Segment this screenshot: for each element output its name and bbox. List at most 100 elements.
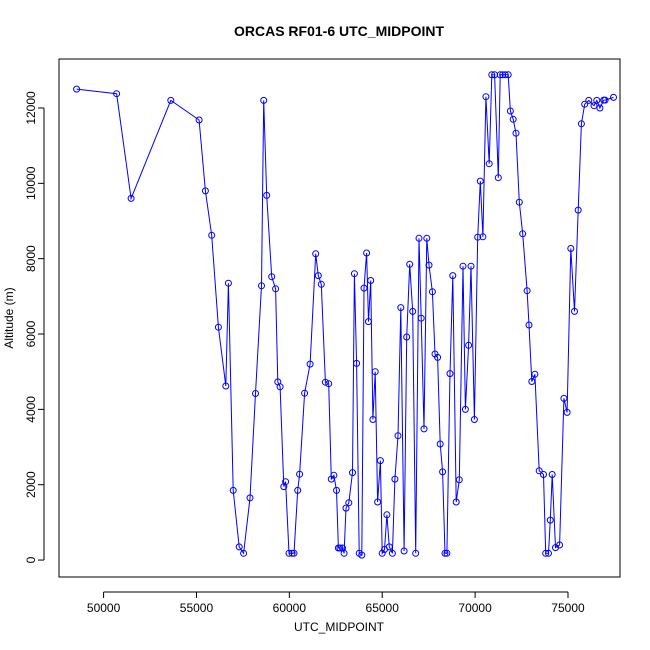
data-point: [235, 543, 243, 551]
data-point: [321, 378, 329, 386]
data-point: [371, 368, 379, 376]
data-point: [285, 549, 293, 557]
x-tick-label: 75000: [551, 601, 585, 615]
data-point: [296, 470, 304, 478]
data-point: [470, 416, 478, 423]
data-point: [479, 233, 487, 241]
data-point: [306, 360, 314, 368]
data-point: [560, 394, 568, 402]
data-point: [376, 457, 384, 465]
data-point: [476, 177, 484, 185]
data-point: [556, 541, 564, 549]
data-point: [506, 107, 514, 115]
data-point: [276, 383, 284, 391]
data-point: [385, 543, 393, 551]
data-point: [282, 478, 290, 486]
data-point: [596, 104, 604, 112]
y-tick-label: 2000: [24, 471, 38, 498]
data-point: [317, 280, 325, 288]
data-point: [501, 71, 509, 79]
data-point: [240, 549, 248, 557]
series-layer: [76, 74, 614, 557]
data-point: [400, 547, 408, 555]
y-axis-label: Altitude (m): [2, 287, 16, 348]
data-point: [314, 272, 322, 280]
data-point: [397, 304, 405, 312]
data-point: [378, 549, 386, 557]
data-point: [423, 234, 431, 242]
data-point: [325, 380, 333, 388]
data-point: [252, 390, 259, 397]
data-point: [224, 279, 232, 287]
data-point: [374, 498, 382, 506]
data-point: [127, 194, 135, 202]
data-point: [312, 250, 320, 258]
data-point: [367, 277, 375, 284]
data-point: [542, 549, 550, 557]
data-point: [268, 273, 276, 281]
data-point: [567, 245, 575, 252]
y-tick-label: 4000: [24, 396, 38, 423]
data-point: [222, 382, 230, 390]
data-point: [509, 115, 517, 123]
data-point: [546, 516, 554, 524]
data-point: [350, 270, 358, 278]
data-point: [358, 551, 366, 559]
y-tick-label: 10000: [24, 166, 38, 200]
data-point: [496, 71, 504, 79]
data-point: [585, 96, 593, 104]
data-point: [482, 93, 490, 101]
data-point: [420, 425, 428, 433]
data-point: [439, 468, 447, 476]
data-point: [593, 96, 601, 104]
data-point: [535, 467, 543, 475]
data-point: [246, 494, 254, 502]
data-point: [201, 187, 209, 195]
data-point: [441, 549, 449, 557]
data-point: [446, 370, 454, 378]
data-point: [428, 288, 436, 296]
data-point: [330, 471, 338, 479]
data-point: [409, 307, 417, 315]
data-point: [540, 471, 547, 478]
data-point: [574, 206, 582, 214]
data-point: [345, 499, 353, 507]
data-point: [342, 504, 350, 512]
data-point: [519, 230, 527, 238]
data-point: [258, 282, 265, 290]
data-point: [523, 287, 531, 295]
plot-frame: [58, 58, 621, 578]
axes: 50000 55000 60000 65000 70000 75000 0 2000 4000 6…: [24, 91, 585, 615]
data-point: [195, 116, 203, 124]
data-point: [563, 408, 571, 416]
data-point: [391, 475, 399, 483]
data-point: [208, 231, 216, 239]
data-point: [301, 389, 309, 397]
data-point: [571, 307, 578, 315]
data-point: [515, 198, 523, 206]
data-point: [288, 549, 296, 557]
data-point: [388, 549, 396, 557]
data-point: [467, 262, 475, 270]
data-point: [443, 549, 451, 557]
data-point: [394, 432, 402, 440]
data-point: [403, 333, 411, 341]
data-point: [167, 96, 175, 104]
data-point: [263, 191, 271, 199]
y-tick-label: 8000: [24, 245, 38, 272]
y-tick-label: 6000: [24, 320, 38, 347]
data-point: [415, 234, 423, 242]
data-point: [449, 272, 457, 280]
y-tick-label: 12000: [24, 91, 38, 125]
x-axis-label: UTC_MIDPOINT: [294, 620, 385, 634]
y-tick-label: 0: [24, 556, 38, 563]
data-point: [494, 174, 502, 182]
x-tick-label: 55000: [180, 601, 214, 615]
data-point: [461, 405, 469, 413]
data-point: [412, 549, 420, 557]
data-point: [474, 233, 482, 241]
x-tick-label: 50000: [87, 601, 121, 615]
data-point: [577, 120, 585, 128]
data-point: [610, 93, 617, 101]
data-point: [272, 285, 280, 293]
